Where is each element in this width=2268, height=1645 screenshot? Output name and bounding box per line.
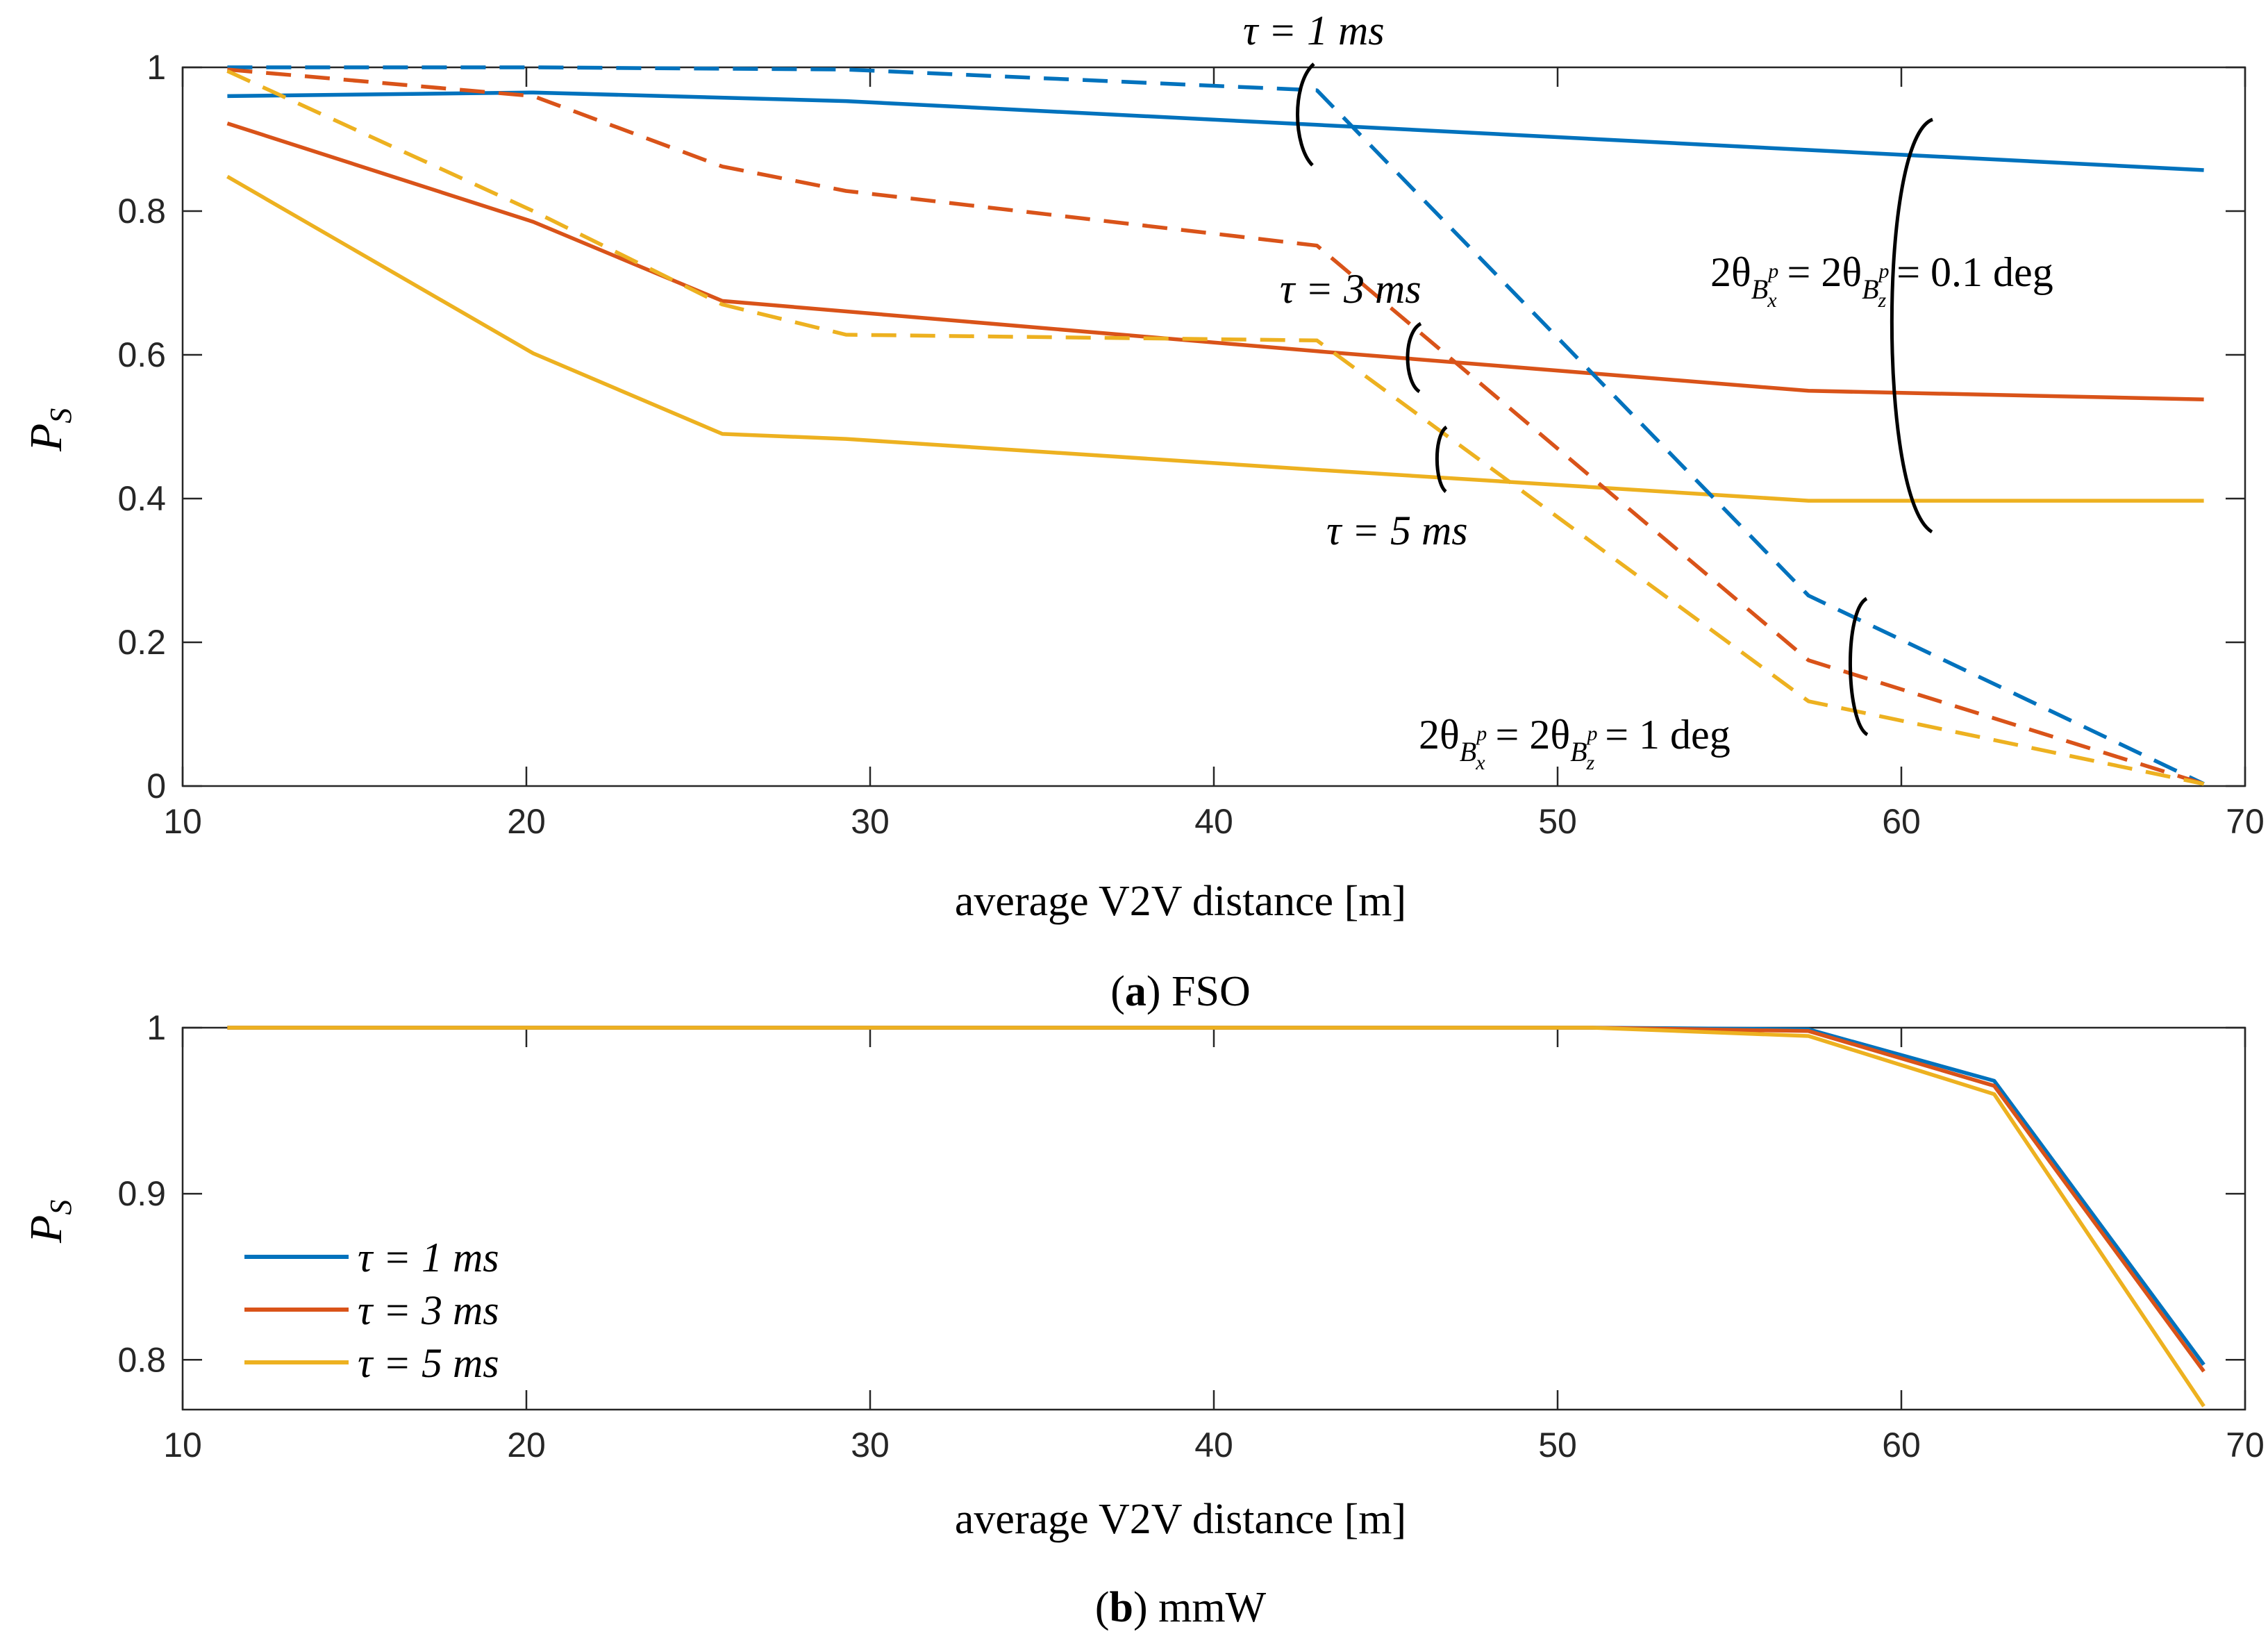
y-tick-labels-a: 0 0.2 0.4 0.6 0.8 1 [117,48,166,805]
legend: τ = 1 ms τ = 3 ms τ = 5 ms [244,1235,499,1386]
brace-theta-0.1deg [1890,117,1934,534]
y-tick-label-a-1: 0.2 [117,623,166,662]
annotation-theta-1deg: 2θBp x = 2θBp z = 1 deg [1419,712,1731,774]
y-tick-label-a-4: 0.8 [117,192,166,231]
series-lines-a [226,65,2205,786]
x-tick-label-b-0: 10 [163,1426,202,1464]
annotation-tau-3ms: τ = 3 ms [1280,266,1421,312]
series-line-a-5 [226,69,2205,786]
series-line-a-3 [227,65,2205,786]
x-tick-label-b-1: 20 [507,1426,546,1464]
y-tick-labels-b: 0.8 0.9 1 [117,1008,166,1379]
caption-b: (b) mmW [1095,1584,1267,1631]
y-axis-label-a: PS [21,408,78,452]
annotation-tau-1ms: τ = 1 ms [1243,8,1385,53]
y-tick-label-b-2: 1 [147,1008,166,1047]
annotation-theta-0.1deg: 2θBp x = 2θBp z = 0.1 deg [1710,249,2053,312]
x-tick-label-a-6: 70 [2226,802,2265,841]
x-tick-label-b-5: 60 [1882,1426,1921,1464]
caption-a: (a) FSO [1110,968,1251,1015]
legend-label-tau-3ms: τ = 3 ms [358,1287,499,1333]
y-tick-label-a-3: 0.6 [117,335,166,374]
x-tick-label-a-4: 50 [1538,802,1577,841]
mmw-chart-panel: 10 20 30 40 50 60 70 0.8 0.9 1 PS average V2V di… [21,1008,2265,1631]
y-tick-label-b-0: 0.8 [117,1340,166,1379]
plot-frame-a [181,66,2246,787]
x-tick-labels-a: 10 20 30 40 50 60 70 [163,802,2265,841]
x-tick-label-b-3: 40 [1194,1426,1233,1464]
y-tick-label-a-2: 0.4 [117,479,166,518]
x-axis-label-b: average V2V distance [m] [955,1496,1406,1543]
brace-tau-1ms [1296,62,1315,167]
series-line-a-4 [227,67,2205,786]
y-tick-label-a-0: 0 [147,767,166,805]
axis-ticks-a [181,66,2246,787]
y-tick-label-b-1: 0.9 [117,1174,166,1213]
y-tick-label-a-5: 1 [147,48,166,87]
annotation-tau-5ms: τ = 5 ms [1326,508,1468,553]
fso-chart-panel: 10 20 30 40 50 60 70 0 0.2 0.4 0.6 0.8 1 PS average… [21,8,2265,1015]
axis-ticks-b [181,1026,2246,1410]
series-lines-b [227,1026,2206,1408]
x-tick-label-a-2: 30 [851,802,890,841]
x-tick-label-b-6: 70 [2226,1426,2265,1464]
x-axis-label-a: average V2V distance [m] [955,878,1406,925]
x-tick-label-a-1: 20 [507,802,546,841]
brace-tau-3ms [1406,322,1422,394]
series-line-b-0 [227,1026,2206,1367]
x-tick-label-a-3: 40 [1194,802,1233,841]
series-line-a-2 [226,174,2204,503]
x-tick-labels-b: 10 20 30 40 50 60 70 [163,1426,2265,1464]
brace-theta-1deg [1849,596,1869,737]
series-line-b-2 [227,1026,2206,1408]
x-tick-label-a-5: 60 [1882,802,1921,841]
legend-label-tau-1ms: τ = 1 ms [358,1235,499,1280]
series-line-b-1 [227,1026,2206,1373]
brace-tau-5ms [1435,425,1448,493]
x-tick-label-b-2: 30 [851,1426,890,1464]
y-axis-label-b: PS [21,1200,78,1244]
x-tick-label-b-4: 50 [1538,1426,1577,1464]
x-tick-label-a-0: 10 [163,802,202,841]
legend-label-tau-5ms: τ = 5 ms [358,1340,499,1386]
series-line-a-1 [226,122,2204,401]
